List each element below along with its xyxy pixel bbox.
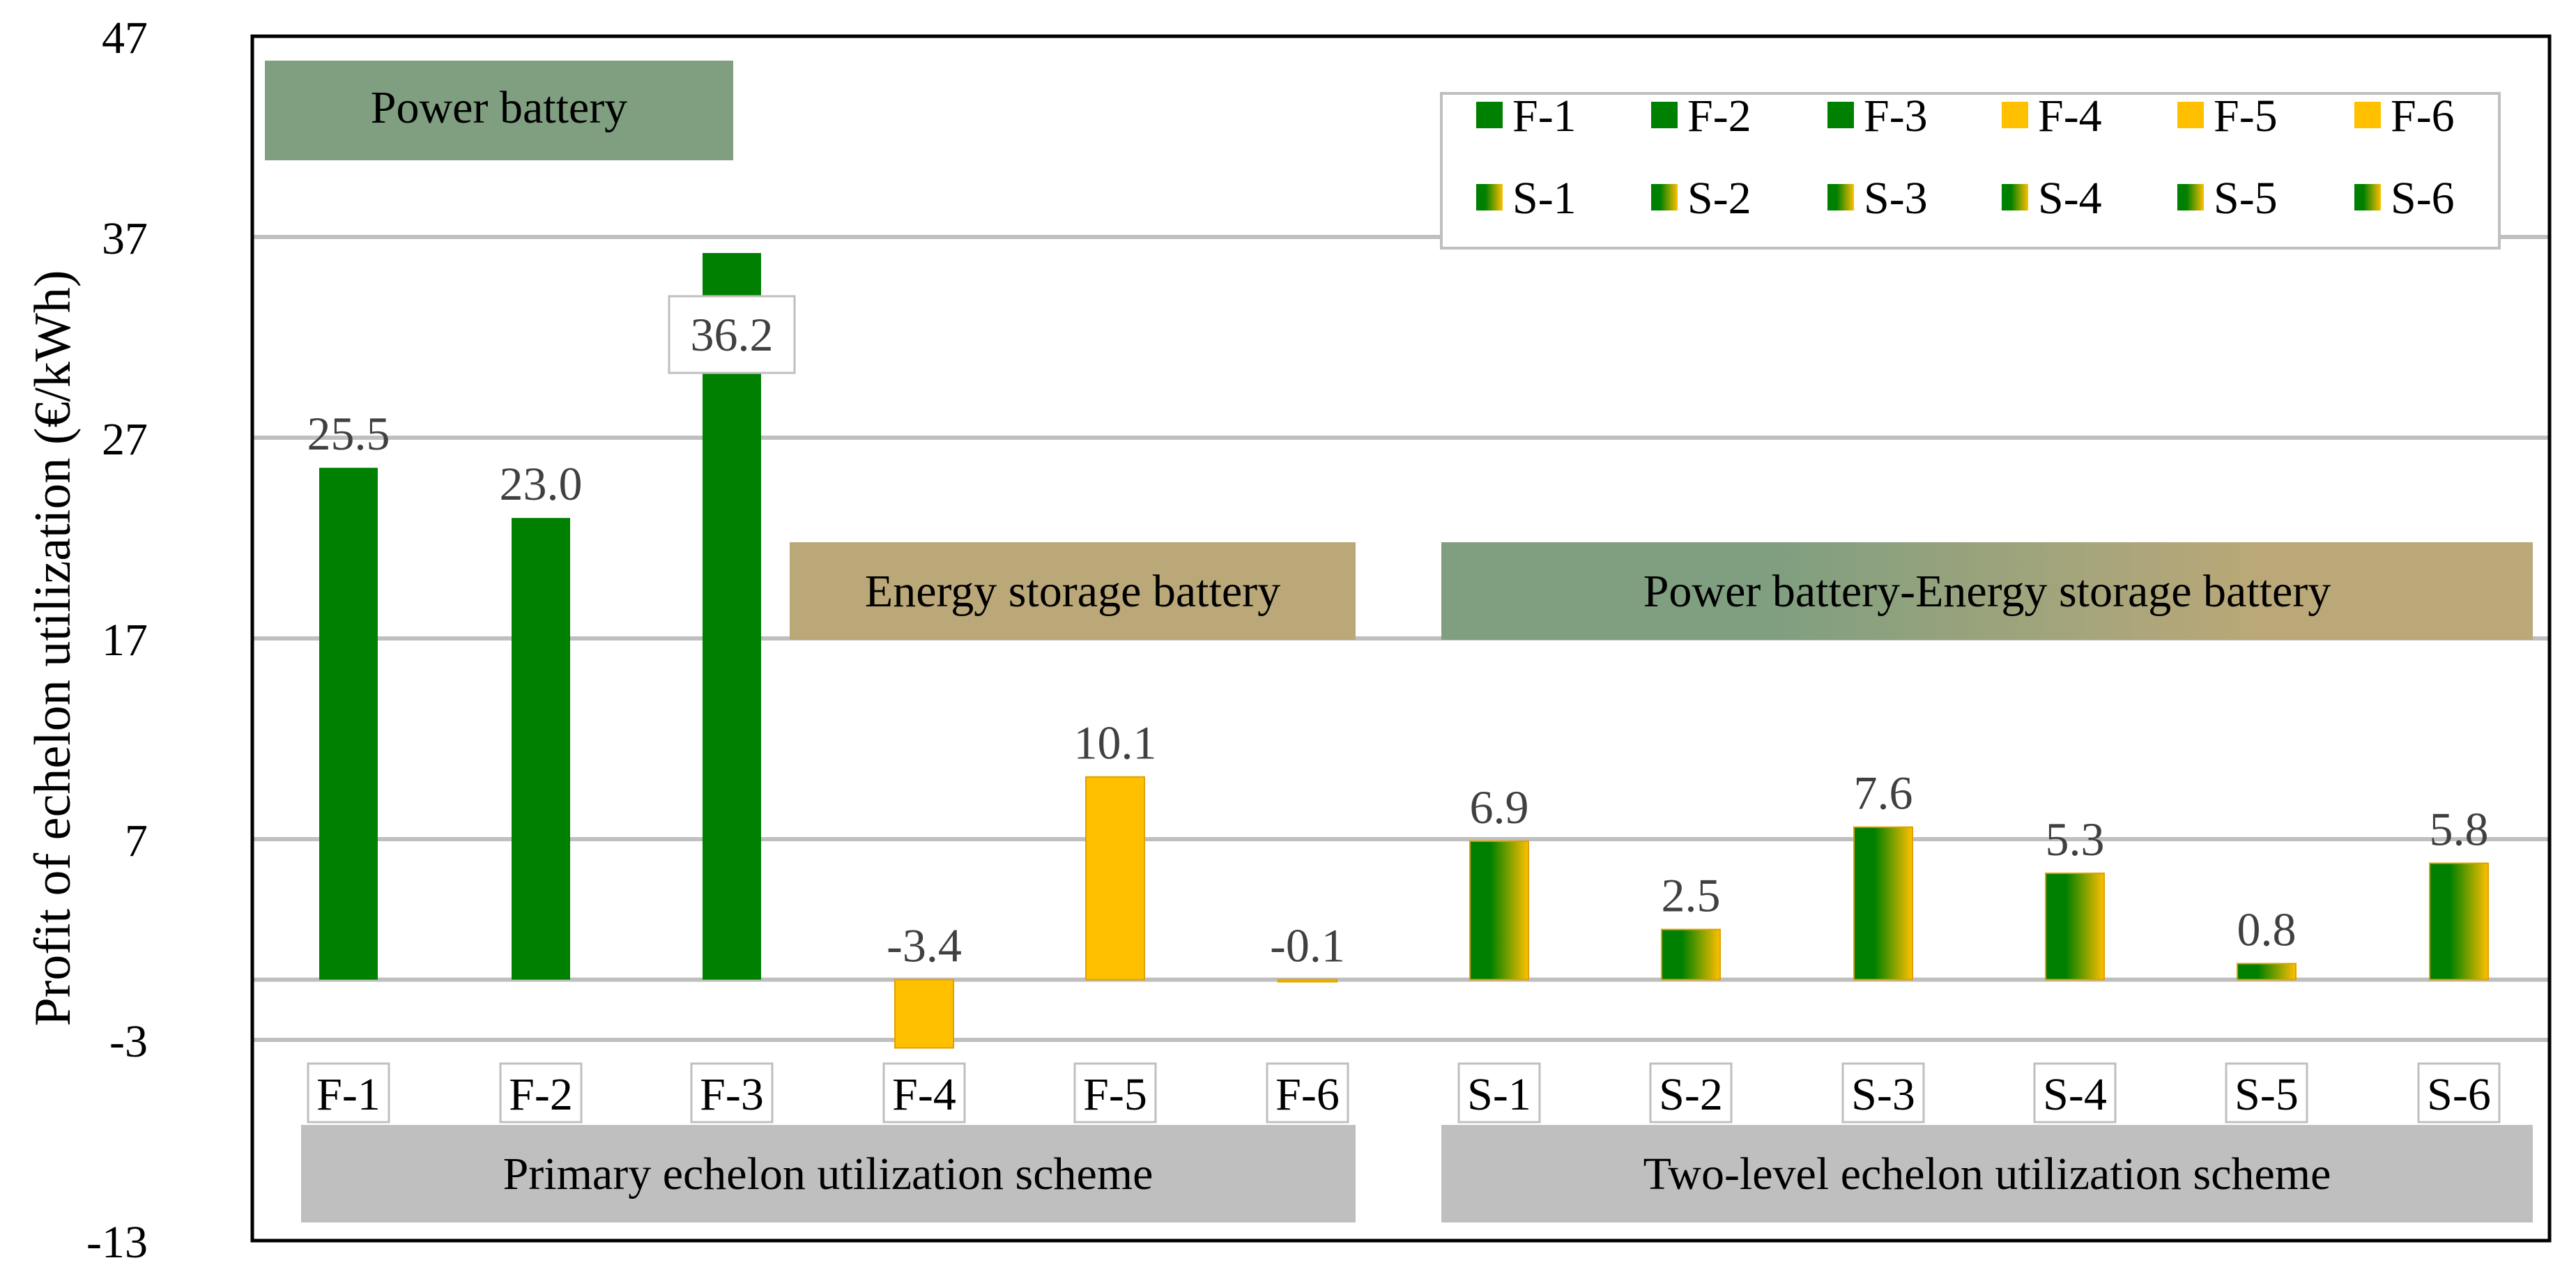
legend-label-S-3: S-3 <box>1864 173 1928 224</box>
legend-swatch-F-2 <box>1651 102 1678 128</box>
legend: F-1 F-2 F-3 F-4 F-5 F-6 S-1 S-2 S-3 S-4 S-5 S-6 <box>1440 91 2501 250</box>
legend-label-F-1: F-1 <box>1512 91 1577 141</box>
value-label-F-6: -0.1 <box>1270 919 1345 972</box>
category-label-S-1: S-1 <box>1467 1069 1531 1120</box>
value-label-F-3: 36.2 <box>691 308 774 361</box>
legend-swatch-S-3 <box>1827 184 1854 210</box>
legend-label-F-6: F-6 <box>2391 91 2455 141</box>
bar-F-3 <box>703 253 761 980</box>
combined-battery-banner <box>1441 542 2533 640</box>
legend-swatch-F-1 <box>1476 102 1503 128</box>
category-label-F-3: F-3 <box>700 1069 764 1120</box>
category-label-box <box>1266 1062 1349 1124</box>
legend-swatch-S-1 <box>1476 184 1503 210</box>
category-label-S-3: S-3 <box>1851 1069 1915 1120</box>
bar-F-1 <box>319 468 378 980</box>
category-label-F-5: F-5 <box>1083 1069 1147 1120</box>
value-label-S-1: 6.9 <box>1470 781 1529 834</box>
category-label-box <box>1073 1062 1157 1124</box>
legend-swatch-F-5 <box>2177 102 2204 128</box>
bar-S-4 <box>2045 872 2105 981</box>
bar-F-4 <box>894 979 954 1049</box>
y-tick-label: 7 <box>125 815 148 866</box>
value-label-F-4: -3.4 <box>887 919 962 972</box>
legend-label-S-6: S-6 <box>2391 173 2455 224</box>
category-label-S-5: S-5 <box>2234 1069 2299 1120</box>
value-label-F-2: 23.0 <box>500 457 583 510</box>
legend-swatch-S-4 <box>2002 184 2028 210</box>
category-label-S-2: S-2 <box>1659 1069 1723 1120</box>
y-tick-label: 47 <box>102 13 148 63</box>
legend-label-S-1: S-1 <box>1512 173 1577 224</box>
bar-S-3 <box>1853 826 1913 981</box>
legend-box <box>1440 92 2501 250</box>
category-label-box <box>499 1062 583 1124</box>
legend-swatch-S-2 <box>1651 184 1678 210</box>
y-axis-title: Profit of echelon utilization (€/kWh) <box>24 270 82 1026</box>
legend-label-S-2: S-2 <box>1687 173 1751 224</box>
bar-S-2 <box>1661 928 1721 981</box>
bar-F-6 <box>1278 979 1337 983</box>
value-label-S-6: 5.8 <box>2430 803 2489 856</box>
two-level-scheme-label: Two-level echelon utilization scheme <box>1643 1149 2331 1199</box>
legend-label-S-5: S-5 <box>2214 173 2278 224</box>
value-label-F-5: 10.1 <box>1074 716 1157 769</box>
bar-S-5 <box>2237 963 2297 981</box>
category-label-box <box>690 1062 774 1124</box>
value-label-S-4: 5.3 <box>2046 813 2105 866</box>
bars <box>319 253 2489 1049</box>
legend-label-S-4: S-4 <box>2038 173 2102 224</box>
value-label-box <box>668 295 796 374</box>
y-tick-label: 37 <box>102 213 148 264</box>
category-label-box <box>1649 1062 1733 1124</box>
category-label-S-4: S-4 <box>2043 1069 2107 1120</box>
category-label-box <box>307 1062 390 1124</box>
category-label-box <box>1841 1062 1925 1124</box>
category-labels: F-1 F-2 F-3 F-4 F-5 F-6 S-1 S-2 S-3 S-4 S-5 S-6 <box>307 1062 2501 1124</box>
category-label-F-2: F-2 <box>509 1069 573 1120</box>
category-label-box <box>2033 1062 2117 1124</box>
y-tick-label: 27 <box>102 414 148 465</box>
category-label-box <box>882 1062 966 1124</box>
power-battery-label: Power battery <box>371 82 627 133</box>
category-label-box <box>2225 1062 2308 1124</box>
legend-swatch-S-6 <box>2354 184 2381 210</box>
y-tick-label: -3 <box>109 1016 148 1067</box>
legend-label-F-5: F-5 <box>2214 91 2278 141</box>
category-label-F-1: F-1 <box>316 1069 381 1120</box>
combined-battery-label: Power battery-Energy storage battery <box>1643 566 2331 617</box>
y-tick-labels: 47 37 27 17 7 -3 -13 <box>86 13 148 1268</box>
category-label-box <box>2417 1062 2501 1124</box>
energy-storage-banner <box>790 542 1356 640</box>
legend-swatch-S-5 <box>2177 184 2204 210</box>
bar-S-6 <box>2429 862 2489 981</box>
bar-S-1 <box>1469 840 1529 981</box>
bar-F-2 <box>512 518 570 980</box>
value-label-S-5: 0.8 <box>2237 903 2297 956</box>
legend-label-F-3: F-3 <box>1864 91 1928 141</box>
category-label-F-6: F-6 <box>1275 1069 1340 1120</box>
legend-label-F-2: F-2 <box>1687 91 1751 141</box>
category-label-S-6: S-6 <box>2427 1069 2491 1120</box>
category-label-F-4: F-4 <box>892 1069 956 1120</box>
legend-swatch-F-3 <box>1827 102 1854 128</box>
primary-scheme-banner <box>301 1125 1356 1222</box>
plot-frame <box>250 34 2552 1243</box>
energy-storage-label: Energy storage battery <box>865 566 1280 617</box>
value-labels: 25.5 23.0 36.2 -3.4 10.1 -0.1 6.9 2.5 7.6 5.3 0.8 5… <box>307 295 2489 972</box>
legend-swatch-F-4 <box>2002 102 2028 128</box>
y-tick-label: 17 <box>102 615 148 666</box>
value-label-F-1: 25.5 <box>307 407 390 460</box>
two-level-scheme-banner <box>1441 1125 2533 1222</box>
value-label-S-3: 7.6 <box>1854 767 1913 820</box>
value-label-S-2: 2.5 <box>1662 869 1721 922</box>
legend-swatch-F-6 <box>2354 102 2381 128</box>
legend-label-F-4: F-4 <box>2038 91 2102 141</box>
y-tick-label: -13 <box>86 1217 148 1268</box>
power-battery-banner <box>265 61 733 160</box>
bar-F-5 <box>1085 776 1145 981</box>
primary-scheme-label: Primary echelon utilization scheme <box>503 1149 1153 1199</box>
category-label-box <box>1457 1062 1541 1124</box>
